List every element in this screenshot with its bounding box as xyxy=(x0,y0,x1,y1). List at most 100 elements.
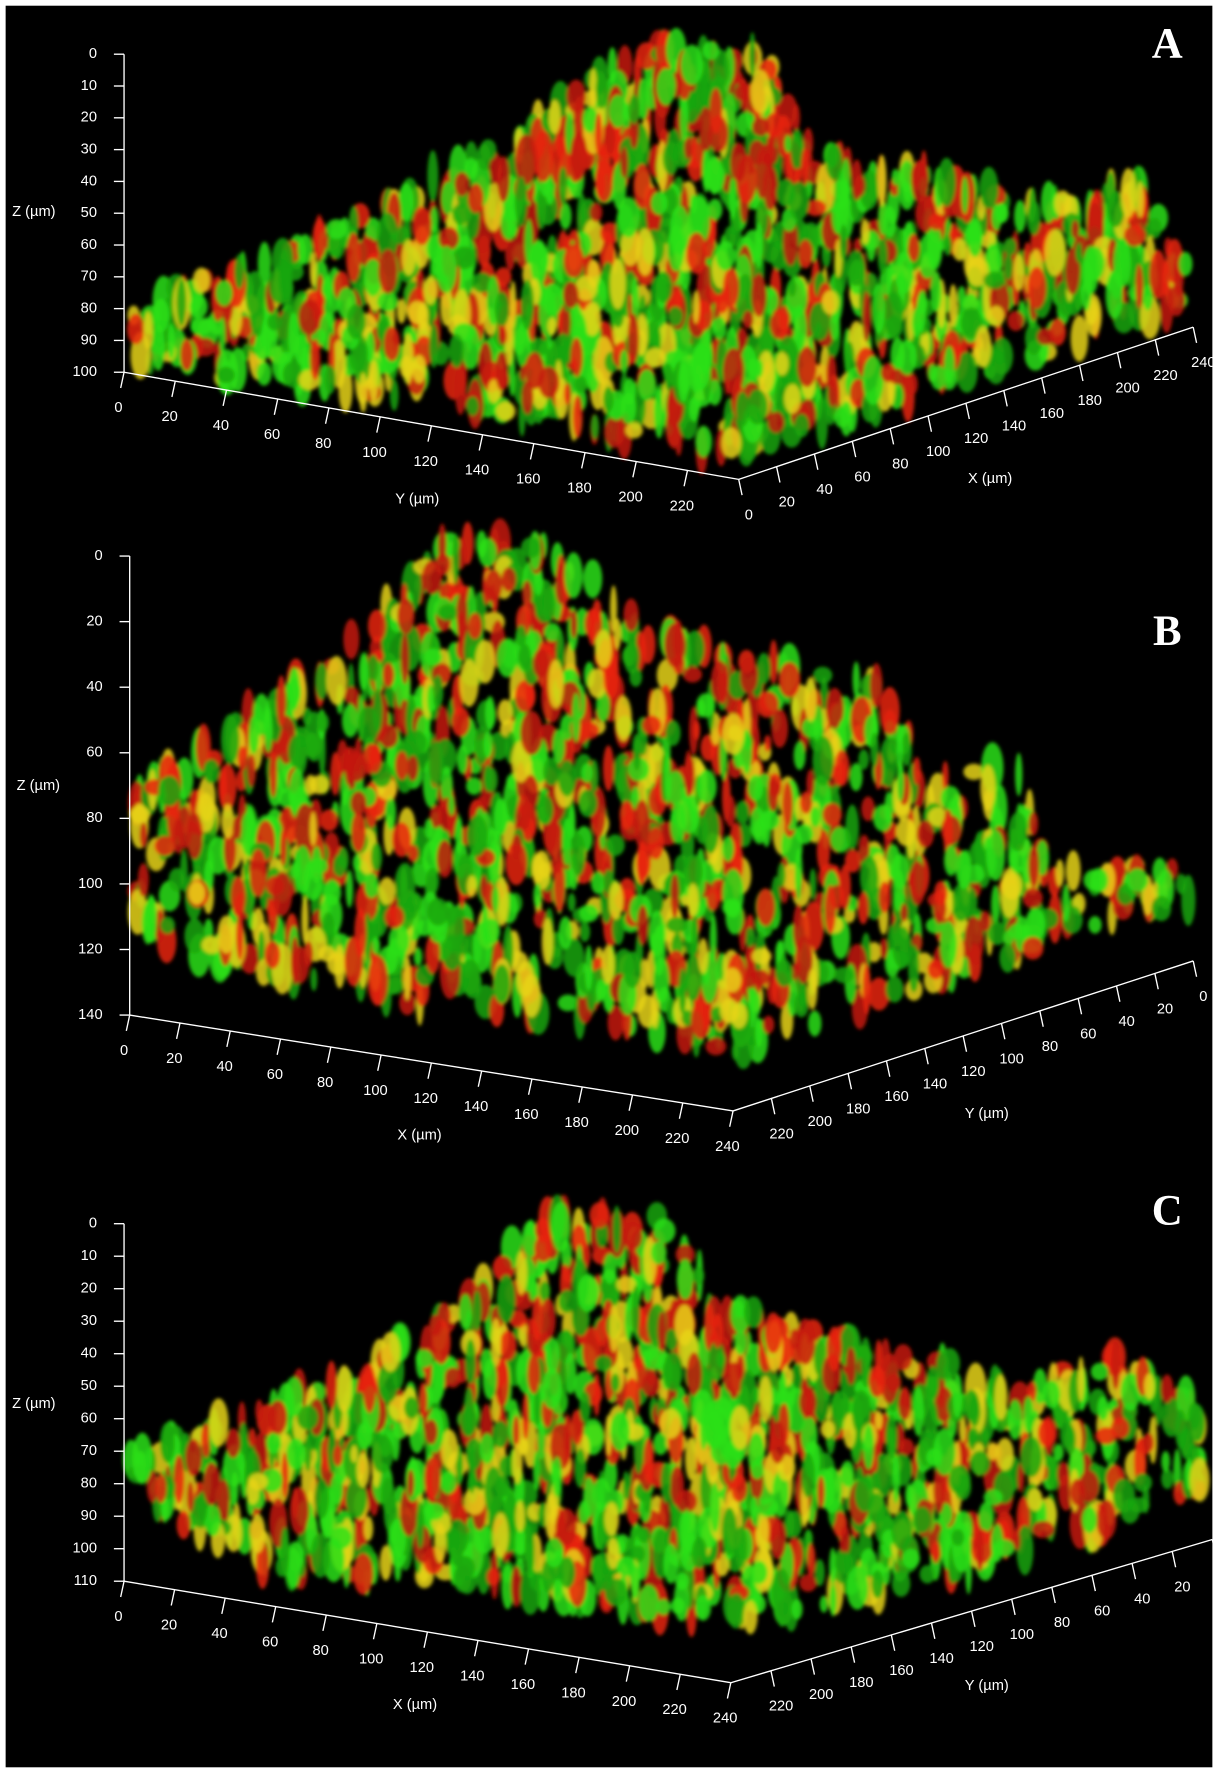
tick-label: 80 xyxy=(892,457,908,473)
cell-cluster xyxy=(579,922,590,942)
cell-cluster xyxy=(1077,1356,1084,1401)
cell-cluster xyxy=(578,722,600,739)
cell-cluster xyxy=(449,334,464,368)
tick-label: 0 xyxy=(114,1609,122,1625)
cell-cluster xyxy=(978,1502,994,1532)
cell-cluster xyxy=(603,1253,617,1284)
cell-cluster xyxy=(728,725,742,741)
cell-cluster xyxy=(722,869,744,918)
cell-cluster xyxy=(427,898,449,926)
cell-cluster xyxy=(988,306,1005,327)
cell-cluster xyxy=(384,326,400,361)
cell-cluster xyxy=(795,848,803,900)
cell-cluster xyxy=(610,259,626,310)
cell-cluster xyxy=(629,667,642,687)
cell-cluster xyxy=(949,1465,971,1495)
cell-cluster xyxy=(770,310,789,339)
cell-cluster xyxy=(188,881,205,904)
cell-cluster xyxy=(563,282,579,309)
cell-cluster xyxy=(913,757,921,785)
cell-cluster xyxy=(313,218,327,258)
cell-cluster xyxy=(248,716,259,754)
cell-cluster xyxy=(156,1474,167,1503)
cell-cluster xyxy=(333,854,347,877)
cell-cluster xyxy=(363,1516,373,1541)
cell-cluster xyxy=(325,365,336,394)
cell-cluster xyxy=(913,1507,932,1533)
z-tick-label: 10 xyxy=(81,78,97,94)
cell-cluster xyxy=(497,639,518,677)
cell-cluster xyxy=(817,1476,824,1508)
cell-cluster xyxy=(732,1043,739,1060)
cell-cluster xyxy=(346,870,353,908)
cell-cluster xyxy=(691,1000,711,1039)
cell-cluster xyxy=(578,1500,589,1524)
cell-cluster xyxy=(628,95,640,124)
cell-cluster xyxy=(140,823,148,848)
cell-cluster xyxy=(620,350,629,374)
cell-cluster xyxy=(785,276,807,319)
cell-cluster xyxy=(625,422,643,438)
z-tick-label: 50 xyxy=(81,205,97,221)
cell-cluster xyxy=(415,1349,433,1367)
cell-cluster xyxy=(568,893,576,912)
cell-cluster xyxy=(467,815,488,857)
cell-cluster xyxy=(815,1559,825,1586)
cell-cluster xyxy=(750,70,771,114)
cell-cluster xyxy=(493,964,510,1003)
cell-cluster xyxy=(412,355,426,383)
cell-cluster xyxy=(898,1388,911,1420)
cell-cluster xyxy=(1142,1484,1149,1513)
cell-cluster xyxy=(430,207,439,233)
cell-cluster xyxy=(1151,896,1171,921)
cell-cluster xyxy=(835,1552,854,1575)
cell-cluster xyxy=(221,714,239,765)
cell-cluster xyxy=(492,1421,508,1449)
cell-cluster xyxy=(497,156,510,202)
cell-cluster xyxy=(492,885,499,912)
cell-cluster xyxy=(1044,229,1065,276)
cell-cluster xyxy=(495,292,510,327)
cell-cluster xyxy=(453,1564,471,1592)
cell-cluster xyxy=(786,1510,802,1537)
cell-cluster xyxy=(666,917,687,933)
cell-cluster xyxy=(203,1463,220,1505)
cell-cluster xyxy=(690,194,697,213)
cell-cluster xyxy=(799,1574,817,1592)
cell-cluster xyxy=(591,872,605,895)
tick-label: 220 xyxy=(1153,368,1177,384)
cell-cluster xyxy=(1072,220,1080,239)
cell-cluster xyxy=(792,1599,803,1620)
cell-cluster xyxy=(883,206,897,238)
cell-cluster xyxy=(425,868,439,894)
cell-cluster xyxy=(994,203,1009,223)
cell-cluster xyxy=(127,314,145,345)
cell-cluster xyxy=(350,791,366,815)
cell-cluster xyxy=(574,1448,586,1488)
cell-cluster xyxy=(401,239,415,275)
cell-cluster xyxy=(558,1289,576,1313)
cell-cluster xyxy=(784,135,791,153)
cell-cluster xyxy=(721,427,741,458)
cell-cluster xyxy=(820,1596,828,1613)
cell-cluster xyxy=(812,736,833,785)
cell-cluster xyxy=(363,1364,376,1412)
cell-cluster xyxy=(1149,250,1166,299)
cell-cluster xyxy=(316,713,329,732)
cell-cluster xyxy=(460,959,481,995)
z-tick-label: 60 xyxy=(86,745,102,761)
cell-cluster xyxy=(485,569,502,602)
z-tick-label: 80 xyxy=(81,301,97,317)
cell-cluster xyxy=(238,746,248,771)
cell-cluster xyxy=(678,363,689,403)
cell-cluster xyxy=(520,711,543,755)
cell-cluster xyxy=(1013,1530,1020,1550)
cell-cluster xyxy=(464,1387,475,1437)
cell-cluster xyxy=(677,1259,694,1299)
cell-cluster xyxy=(495,351,507,390)
cell-cluster xyxy=(1027,267,1046,309)
cell-cluster xyxy=(593,1373,600,1416)
cell-cluster xyxy=(492,1512,508,1558)
cell-cluster xyxy=(796,824,814,844)
cell-cluster xyxy=(820,1421,834,1438)
